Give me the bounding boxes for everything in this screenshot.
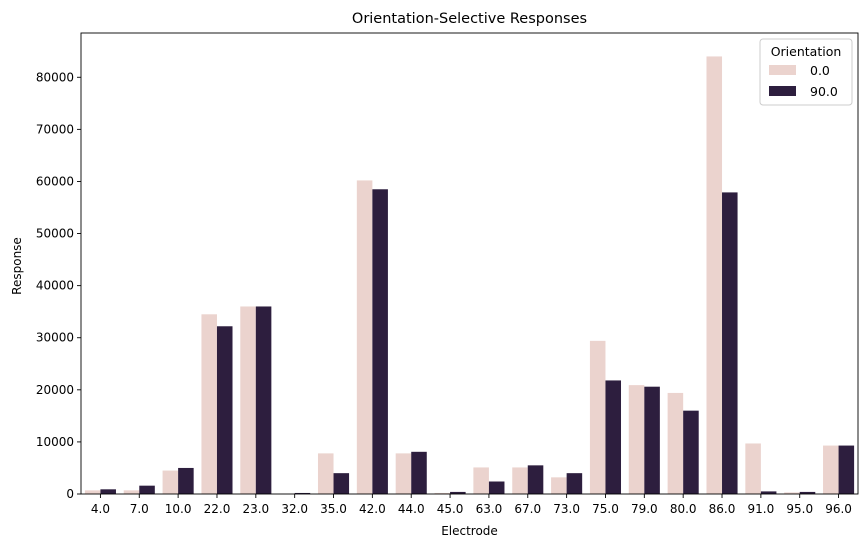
- x-tick-label: 67.0: [514, 502, 541, 516]
- bar-96.0-0.0: [823, 445, 839, 494]
- x-tick-label: 7.0: [130, 502, 149, 516]
- bar-95.0-90.0: [799, 491, 816, 494]
- legend-swatch-90.0: [769, 86, 796, 96]
- bar-7.0-0.0: [123, 490, 140, 494]
- bar-75.0-90.0: [605, 380, 622, 494]
- bar-75.0-0.0: [589, 340, 606, 494]
- bar-44.0-0.0: [395, 453, 412, 494]
- bar-7.0-90.0: [139, 485, 155, 494]
- bar-73.0-90.0: [566, 473, 583, 494]
- bar-42.0-0.0: [356, 180, 373, 495]
- x-tick-label: 4.0: [91, 502, 110, 516]
- plot-frame: [80, 32, 859, 495]
- x-tick-label: 32.0: [281, 502, 308, 516]
- y-tick-label: 20000: [36, 383, 74, 397]
- plot-area: [80, 32, 859, 495]
- bar-22.0-90.0: [216, 326, 233, 494]
- y-tick-label: 80000: [36, 70, 74, 84]
- bar-91.0-0.0: [745, 443, 761, 494]
- bar-42.0-90.0: [372, 189, 388, 494]
- legend: Orientation 0.0 90.0: [759, 38, 853, 106]
- bar-44.0-90.0: [411, 451, 427, 494]
- legend-title: Orientation: [771, 44, 842, 59]
- y-tick-label: 0: [66, 487, 74, 501]
- bar-10.0-0.0: [162, 470, 179, 494]
- x-axis-title: Electrode: [441, 524, 498, 538]
- bar-4.0-0.0: [84, 490, 101, 494]
- bar-63.0-0.0: [473, 467, 489, 494]
- bar-95.0-0.0: [784, 492, 800, 494]
- bar-10.0-90.0: [178, 467, 194, 494]
- bar-79.0-0.0: [628, 385, 645, 494]
- x-axis: 4.0 7.0 10.0 22.0 23.0 32.0 35.0 42.0 44.0 45.0 63…: [91, 494, 852, 516]
- x-tick-label: 80.0: [670, 502, 697, 516]
- x-tick-label: 44.0: [398, 502, 425, 516]
- chart-title: Orientation-Selective Responses: [352, 11, 587, 27]
- y-tick-label: 40000: [36, 279, 74, 293]
- y-tick-label: 60000: [36, 174, 74, 188]
- y-axis-title: Response: [10, 237, 24, 295]
- bar-23.0-0.0: [240, 306, 256, 494]
- bar-22.0-0.0: [201, 314, 217, 494]
- x-tick-label: 63.0: [476, 502, 503, 516]
- bar-45.0-0.0: [434, 492, 451, 494]
- legend-label-90.0: 90.0: [810, 84, 838, 99]
- bar-35.0-90.0: [333, 473, 350, 494]
- x-tick-label: 42.0: [359, 502, 386, 516]
- y-tick-label: 30000: [36, 331, 74, 345]
- bar-23.0-90.0: [255, 306, 272, 494]
- x-tick-label: 10.0: [165, 502, 192, 516]
- bar-86.0-90.0: [722, 192, 738, 494]
- legend-label-0.0: 0.0: [810, 63, 830, 78]
- legend-swatch-0.0: [769, 65, 796, 75]
- x-tick-label: 45.0: [437, 502, 464, 516]
- x-tick-label: 75.0: [592, 502, 619, 516]
- bar-96.0-90.0: [838, 445, 855, 494]
- x-tick-label: 22.0: [204, 502, 231, 516]
- bar-91.0-90.0: [760, 491, 777, 494]
- bar-63.0-90.0: [488, 481, 505, 494]
- bar-67.0-0.0: [512, 467, 528, 494]
- bar-80.0-0.0: [667, 392, 684, 494]
- bar-4.0-90.0: [100, 489, 116, 494]
- x-tick-label: 73.0: [553, 502, 580, 516]
- bar-73.0-0.0: [551, 477, 567, 494]
- x-tick-label: 91.0: [748, 502, 775, 516]
- y-tick-label: 10000: [36, 435, 74, 449]
- x-tick-label: 23.0: [242, 502, 269, 516]
- y-tick-label: 50000: [36, 227, 74, 241]
- bar-35.0-0.0: [317, 453, 334, 494]
- x-tick-label: 79.0: [631, 502, 658, 516]
- x-tick-label: 96.0: [825, 502, 852, 516]
- x-tick-label: 86.0: [709, 502, 736, 516]
- bar-80.0-90.0: [683, 410, 699, 494]
- y-tick-label: 70000: [36, 122, 74, 136]
- bar-86.0-0.0: [706, 56, 723, 494]
- x-tick-label: 35.0: [320, 502, 347, 516]
- bar-67.0-90.0: [527, 465, 544, 494]
- x-tick-label: 95.0: [786, 502, 813, 516]
- bar-79.0-90.0: [644, 386, 660, 494]
- bar-45.0-90.0: [450, 491, 466, 494]
- bar-32.0-90.0: [294, 492, 311, 494]
- y-axis: 0 10000 20000 30000 40000 50000 60000 70000 8000…: [36, 70, 81, 501]
